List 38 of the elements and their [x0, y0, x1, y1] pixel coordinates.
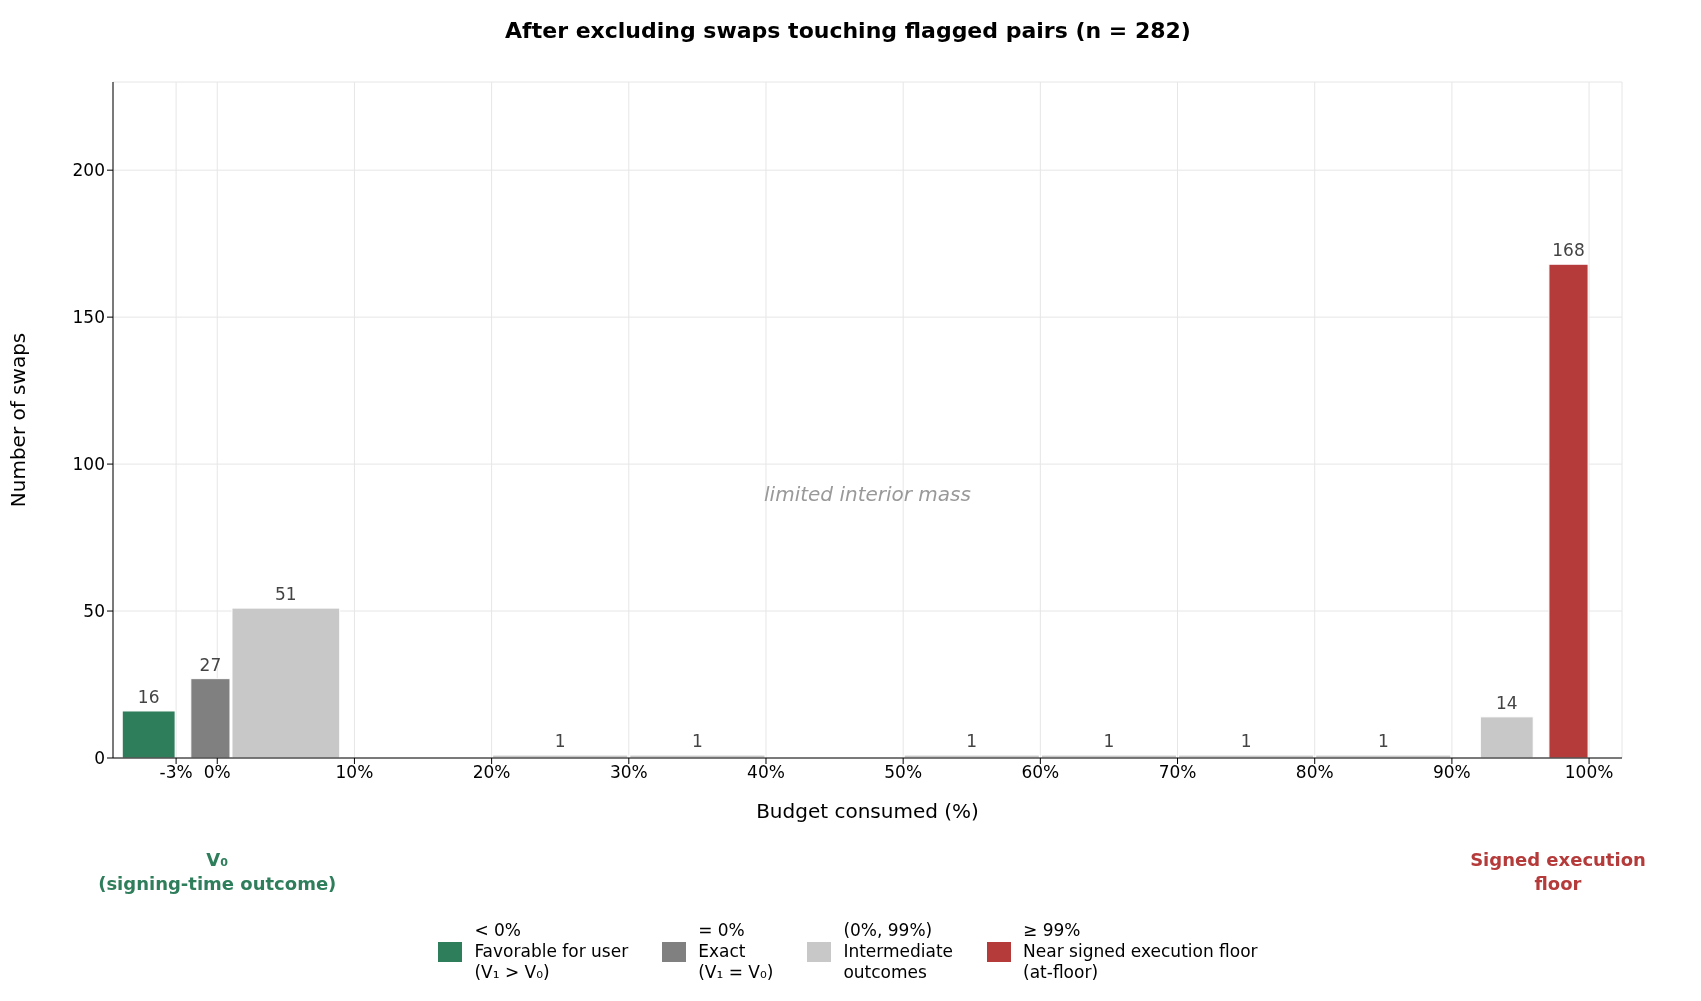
x-tick-label: 90% [1433, 762, 1471, 783]
data-label: 168 [1552, 240, 1585, 261]
data-label: 1 [1240, 731, 1252, 752]
legend-label: < 0% Favorable for user (V₁ > V₀) [474, 920, 629, 983]
chart-title: After excluding swaps touching flagged pairs (n = 282) [504, 18, 1192, 43]
y-tick-label: 200 [72, 160, 105, 181]
legend-label: = 0% Exact (V₁ = V₀) [698, 920, 774, 983]
legend-label: (0%, 99%) Intermediate outcomes [843, 920, 954, 983]
data-label: 14 [1495, 692, 1518, 713]
legend-label: ≥ 99% Near signed execution floor (at-floor) [1023, 920, 1258, 983]
y-tick-label: 50 [83, 601, 105, 622]
text: Signed execution floor [1469, 848, 1647, 896]
x-tick-label: 30% [609, 762, 648, 783]
data-label: 1 [966, 731, 978, 752]
data-label: 16 [137, 686, 160, 707]
y-tick-label: 0 [94, 748, 105, 769]
y-tick-label: 100 [72, 454, 105, 475]
x-tick-label: 100% [1564, 762, 1614, 783]
annotation: limited interior mass [764, 482, 971, 507]
x-tick-label: 50% [884, 762, 923, 783]
data-label: 1 [554, 731, 566, 752]
x-tick-label: 80% [1295, 762, 1334, 783]
x-axis-title: Budget consumed (%) [756, 799, 979, 823]
text: V₀ (signing-time outcome) [97, 848, 338, 896]
x-tick-label: 20% [472, 762, 511, 783]
x-tick-label: 60% [1021, 762, 1060, 783]
data-label: 1 [1103, 731, 1115, 752]
data-label: 1 [1377, 731, 1389, 752]
x-tick-label: 70% [1158, 762, 1197, 783]
x-tick-label: 10% [335, 762, 374, 783]
data-label: 27 [199, 654, 222, 675]
y-axis-title: Number of swaps [6, 332, 31, 508]
x-tick-label: 40% [747, 762, 785, 783]
x-tick-label: -3% [159, 762, 193, 783]
data-label: 1 [691, 731, 703, 752]
data-label: 51 [275, 584, 297, 605]
x-tick-label: 0% [203, 762, 231, 783]
y-tick-label: 150 [72, 307, 105, 328]
